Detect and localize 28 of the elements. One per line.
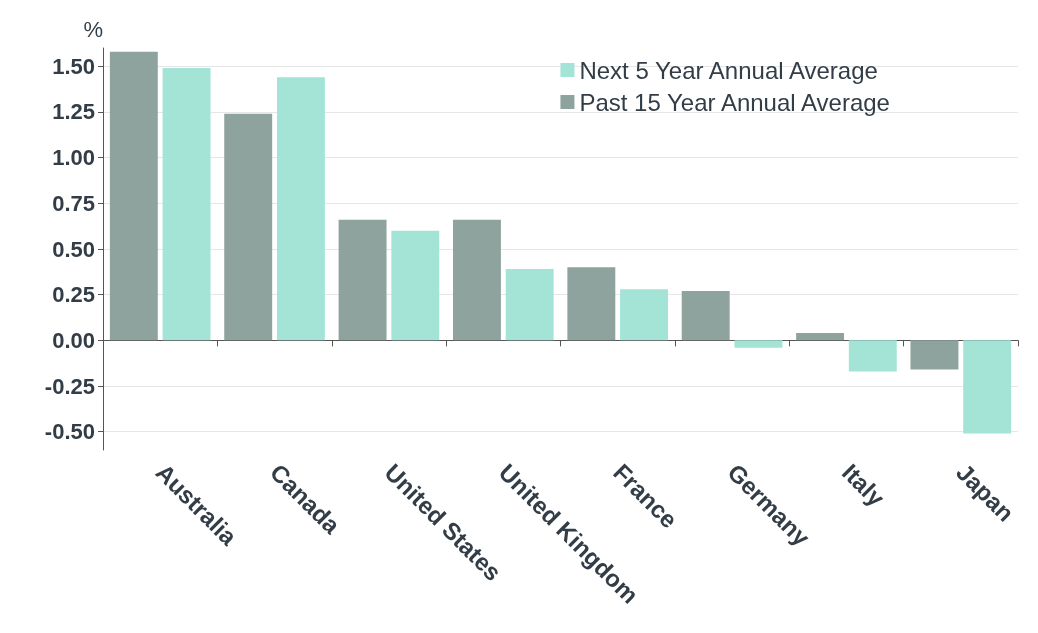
y-tick-label: 1.50 [52, 53, 95, 79]
bar [620, 289, 669, 341]
y-tick-label: 0.50 [52, 236, 95, 262]
bar [796, 333, 845, 341]
legend-label: Next 5 Year Annual Average [579, 56, 878, 84]
y-tick-label: 0.75 [52, 190, 95, 216]
bar [276, 77, 325, 341]
y-tick-label: 1.25 [52, 99, 95, 125]
bar [338, 219, 387, 341]
bar [963, 340, 1012, 434]
bar [910, 340, 959, 370]
bar [162, 68, 211, 341]
bar [848, 340, 897, 372]
bar [109, 51, 158, 341]
y-tick-label: -0.50 [44, 419, 95, 445]
bar [224, 113, 273, 341]
y-tick-label: 0.00 [52, 327, 95, 353]
legend-label: Past 15 Year Annual Average [579, 88, 890, 116]
bar [505, 269, 554, 341]
y-tick-label: 1.00 [52, 145, 95, 171]
bar [681, 291, 730, 341]
y-tick-label: 0.25 [52, 282, 95, 308]
y-tick-label: -0.25 [44, 373, 95, 399]
y-axis-title: % [83, 16, 103, 42]
bar [391, 230, 440, 341]
bar [734, 340, 783, 348]
bar [452, 219, 501, 341]
bar [567, 267, 616, 341]
